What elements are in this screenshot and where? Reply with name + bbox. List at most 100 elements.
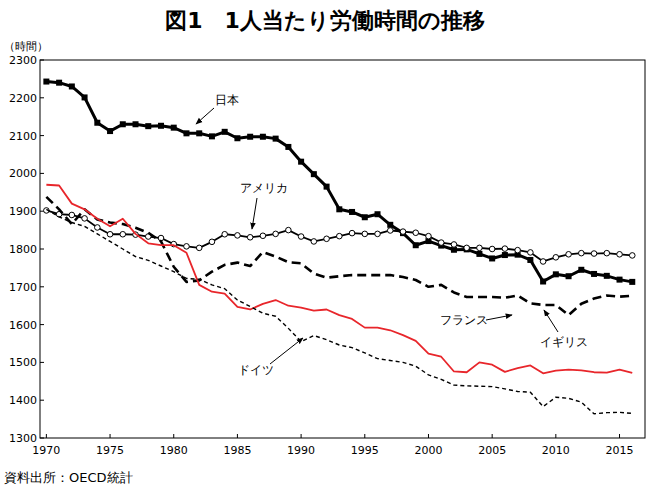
marker-square	[234, 135, 240, 141]
x-tick	[46, 434, 47, 438]
marker-circle	[400, 229, 406, 235]
marker-circle	[579, 250, 585, 256]
y-tick	[40, 400, 44, 401]
marker-square	[222, 129, 228, 135]
y-tick-label: 1700	[9, 281, 37, 294]
title: 図1 1人当たり労働時間の推移	[165, 8, 485, 33]
series-line	[46, 209, 632, 414]
y-tick-label: 2000	[9, 167, 37, 180]
marker-circle	[375, 231, 381, 237]
marker-square	[82, 94, 88, 100]
marker-square	[349, 209, 355, 215]
marker-circle	[95, 225, 101, 231]
marker-circle	[528, 250, 534, 256]
marker-square	[145, 123, 151, 129]
x-tick	[428, 434, 429, 438]
plot-area	[43, 79, 635, 414]
marker-square	[604, 273, 610, 279]
series-label: ドイツ	[238, 363, 274, 377]
marker-square	[629, 279, 635, 285]
marker-square	[527, 257, 533, 263]
marker-square	[273, 136, 279, 142]
x-tick-label: 1980	[160, 444, 188, 457]
marker-square	[617, 277, 623, 283]
y-tick-label: 2100	[9, 130, 37, 143]
marker-square	[69, 83, 75, 89]
series-label: 日本	[215, 93, 239, 107]
y-tick-label: 2300	[9, 54, 37, 67]
plot-frame	[40, 60, 645, 438]
marker-square	[578, 267, 584, 273]
marker-circle	[553, 255, 559, 261]
y-tick	[40, 286, 44, 287]
x-tick-label: 1985	[223, 444, 251, 457]
series-label: フランス	[440, 313, 488, 327]
x-tick	[173, 434, 174, 438]
marker-circle	[298, 234, 304, 240]
x-tick-label: 2005	[478, 444, 506, 457]
marker-square	[120, 121, 126, 127]
marker-square	[171, 125, 177, 131]
y-tick	[40, 324, 44, 325]
marker-circle	[69, 212, 75, 218]
marker-square	[336, 206, 342, 212]
y-axis-label: （時間）	[4, 40, 48, 53]
marker-circle	[247, 234, 253, 240]
marker-circle	[540, 259, 546, 265]
y-tick	[40, 135, 44, 136]
marker-circle	[286, 227, 292, 233]
y-tick-label: 1600	[9, 319, 37, 332]
y-tick	[40, 97, 44, 98]
marker-circle	[120, 231, 126, 237]
marker-square	[324, 184, 330, 190]
x-tick-label: 2015	[606, 444, 634, 457]
y-tick	[40, 173, 44, 174]
marker-circle	[451, 242, 457, 248]
marker-circle	[222, 231, 228, 237]
x-tick	[301, 434, 302, 438]
series-label: イギリス	[540, 335, 588, 349]
series-label: アメリカ	[240, 181, 288, 195]
marker-circle	[209, 239, 215, 245]
marker-circle	[387, 228, 393, 234]
chart: 図1 1人当たり労働時間の推移（時間）資料出所：OECD統計1300140015…	[0, 0, 650, 493]
marker-square	[298, 159, 304, 165]
marker-circle	[82, 216, 88, 222]
marker-square	[502, 252, 508, 258]
marker-circle	[477, 245, 483, 251]
marker-circle	[464, 245, 470, 251]
y-tick	[40, 249, 44, 250]
x-tick	[492, 434, 493, 438]
marker-square	[387, 222, 393, 228]
series-line	[46, 210, 632, 261]
marker-square	[209, 133, 215, 139]
marker-circle	[362, 231, 368, 237]
marker-circle	[273, 231, 279, 237]
series-line	[46, 82, 632, 282]
annotation-arrow	[486, 315, 512, 320]
y-tick-label: 1400	[9, 394, 37, 407]
marker-circle	[489, 246, 495, 252]
x-tick-label: 1995	[351, 444, 379, 457]
y-tick	[40, 362, 44, 363]
x-tick	[555, 434, 556, 438]
x-tick	[110, 434, 111, 438]
x-tick-label: 2010	[542, 444, 570, 457]
x-tick-label: 1970	[32, 444, 60, 457]
marker-square	[489, 255, 495, 261]
marker-circle	[502, 246, 508, 252]
marker-circle	[324, 236, 330, 242]
y-tick-label: 1500	[9, 356, 37, 369]
x-tick	[364, 434, 365, 438]
marker-square	[566, 273, 572, 279]
marker-circle	[196, 245, 202, 251]
marker-circle	[566, 251, 572, 257]
annotation-arrow	[196, 108, 214, 124]
x-tick-label: 2000	[414, 444, 442, 457]
y-tick-label: 1900	[9, 205, 37, 218]
marker-circle	[617, 251, 623, 257]
y-tick	[40, 60, 44, 61]
marker-circle	[604, 250, 610, 256]
marker-square	[311, 171, 317, 177]
annotation-arrow	[270, 338, 303, 364]
